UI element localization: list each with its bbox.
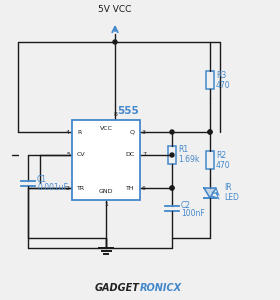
Text: 555: 555	[117, 106, 139, 116]
Text: 4: 4	[66, 130, 70, 134]
Text: 1.69k: 1.69k	[178, 155, 199, 164]
Text: CV: CV	[77, 152, 86, 158]
Circle shape	[208, 130, 212, 134]
Bar	[168, 146, 176, 164]
Text: C1: C1	[37, 176, 47, 184]
Text: LED: LED	[224, 193, 239, 202]
Text: 470: 470	[216, 160, 231, 169]
Text: TH: TH	[126, 185, 135, 190]
Bar	[206, 151, 214, 169]
Text: 8: 8	[114, 112, 118, 117]
Polygon shape	[204, 188, 216, 198]
Text: R: R	[77, 130, 81, 134]
Text: R2: R2	[216, 152, 226, 160]
Text: C2: C2	[181, 200, 191, 209]
Bar	[72, 120, 140, 200]
Text: RONICX: RONICX	[140, 283, 182, 293]
Text: GND: GND	[99, 189, 113, 194]
Text: 1: 1	[104, 202, 108, 207]
Circle shape	[113, 40, 117, 44]
Text: 100nF: 100nF	[181, 208, 205, 217]
Circle shape	[170, 186, 174, 190]
Text: 3: 3	[142, 130, 146, 134]
Text: 6: 6	[142, 185, 146, 190]
Circle shape	[170, 153, 174, 157]
Text: 5V VCC: 5V VCC	[98, 5, 132, 14]
Text: TR: TR	[77, 185, 85, 190]
Text: 0.001uF: 0.001uF	[37, 182, 68, 191]
Text: R3: R3	[216, 71, 226, 80]
Text: VCC: VCC	[99, 126, 113, 131]
Circle shape	[170, 130, 174, 134]
Text: R1: R1	[178, 146, 188, 154]
Text: Q: Q	[130, 130, 135, 134]
Bar	[206, 71, 214, 89]
Text: GADGET: GADGET	[95, 283, 140, 293]
Text: DC: DC	[126, 152, 135, 158]
Text: 470: 470	[216, 80, 231, 89]
Text: 2: 2	[66, 185, 70, 190]
Circle shape	[170, 186, 174, 190]
Circle shape	[208, 130, 212, 134]
Text: IR: IR	[224, 184, 232, 193]
Text: 5: 5	[66, 152, 70, 158]
Text: 7: 7	[142, 152, 146, 158]
